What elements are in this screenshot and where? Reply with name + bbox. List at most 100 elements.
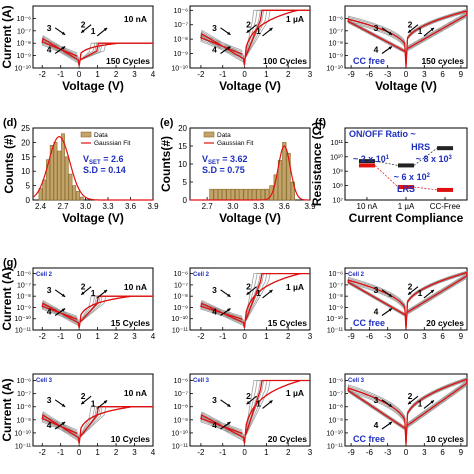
sweep-arrow-head — [61, 308, 66, 312]
y-tick-label: 10⁻⁹ — [17, 305, 31, 312]
y-tick-label: 10⁻⁸ — [17, 294, 31, 301]
histogram-panel-3: 2.4 2.7 3.0 3.3 3.6 3.9 0 5 10 15 20 25 DataGaussian… — [2, 117, 159, 225]
histogram-bar — [209, 188, 214, 201]
x-tick-label: -2 — [197, 448, 205, 457]
x-tick-label: 1 µA — [398, 202, 415, 211]
y-tick-label: 10⁻¹⁰ — [171, 315, 188, 323]
y-tick-label: 10⁹ — [332, 169, 343, 176]
x-tick-label: 3.0 — [80, 202, 92, 211]
y-tick-label: 10⁻⁷ — [17, 28, 31, 35]
y-axis-title: Current (A) — [0, 5, 14, 68]
x-tick-label: 2 — [114, 448, 119, 457]
y-tick-label: 10⁻¹⁰ — [14, 429, 31, 437]
y-tick-label: 10⁻⁸ — [174, 37, 188, 44]
y-tick-label: 10⁻⁸ — [17, 404, 31, 411]
ratio-ccfree-exp: 3 — [449, 155, 453, 161]
x-tick-label: 3 — [308, 332, 313, 341]
sweep-arrow-head — [388, 46, 392, 50]
sweep-step-2: 2 — [246, 20, 251, 30]
on-off-title: ON/OFF Ratio ~ — [349, 129, 416, 139]
y-tick-label: 10⁻⁹ — [329, 417, 343, 424]
sweep-arrow-head — [430, 289, 434, 294]
histogram-bar — [49, 144, 54, 201]
x-tick-label: 3 — [308, 70, 313, 79]
sweep-step-2: 2 — [408, 20, 413, 30]
cycles-label: 150 cycles — [421, 56, 464, 66]
y-tick-label: 10¹¹ — [331, 140, 344, 147]
y-tick-label: 10⁻⁸ — [329, 294, 343, 301]
cycles-label: 20 Cycles — [268, 434, 307, 444]
sweep-arrow-head — [388, 308, 392, 312]
x-tick-label: -1 — [57, 70, 65, 79]
legend-label-fit: Gaussian Fit — [94, 140, 131, 147]
histogram-bar — [53, 142, 58, 201]
sweep-arrow-head — [103, 289, 108, 294]
x-tick-label: 3.6 — [279, 202, 291, 211]
sweep-step-2: 2 — [246, 282, 251, 292]
hrs-mark — [398, 163, 414, 168]
x-tick-label: 3 — [422, 70, 427, 79]
x-axis-title: Voltage (V) — [219, 211, 281, 225]
sweep-arrow-head — [430, 27, 434, 32]
y-tick-label: 10⁻⁶ — [17, 16, 31, 23]
x-tick-label: 6 — [440, 448, 445, 457]
histogram-bar — [68, 173, 73, 201]
y-axis-title: Current (A) — [0, 378, 14, 441]
sweep-arrow-head — [61, 46, 66, 50]
vset-subscript: SET — [208, 160, 220, 166]
histogram-bar — [79, 196, 84, 201]
ratio-1ua-exp: 2 — [427, 173, 431, 179]
cell-label: Cell 2 — [36, 272, 53, 278]
x-tick-label: 0 — [404, 332, 409, 341]
x-axis-title: Voltage (V) — [62, 211, 124, 225]
x-tick-label: -9 — [348, 448, 356, 457]
sd-annotation: S.D = 0.14 — [83, 165, 126, 175]
histogram-bar — [213, 188, 218, 201]
x-tick-label: 3.3 — [102, 202, 114, 211]
compliance-label: CC free — [353, 318, 385, 328]
iv-panel-9: -2 -1 0 1 2 3 410⁻⁶10⁻⁷10⁻⁸10⁻⁹10⁻¹⁰10⁻¹¹Cell … — [0, 373, 156, 457]
sweep-step-1: 1 — [418, 288, 423, 298]
gaussian-fit-line — [32, 135, 153, 201]
hrs-mark — [437, 146, 454, 151]
y-tick-label: 10⁻⁷ — [174, 391, 188, 398]
sweep-arrow-head — [61, 403, 66, 407]
y-tick-label: 10⁻⁹ — [329, 305, 343, 312]
y-tick-label: 10⁻¹⁰ — [326, 429, 343, 437]
sweep-arrow-head — [103, 27, 108, 32]
iv-representative-curve — [200, 9, 310, 66]
x-tick-label: 0 — [77, 332, 82, 341]
y-tick-label: 10⁻⁸ — [174, 404, 188, 411]
sweep-arrow-head — [61, 31, 66, 35]
iv-cycle-curve — [347, 377, 467, 445]
compliance-label: 10 nA — [124, 14, 147, 24]
iv-representative-curve — [200, 379, 310, 444]
histogram-bar — [222, 188, 227, 201]
y-tick-label: 5 — [26, 182, 31, 191]
x-tick-label: 2.7 — [57, 202, 69, 211]
x-tick-label: 0 — [404, 70, 409, 79]
x-tick-label: 1 — [264, 332, 269, 341]
sweep-step-2: 2 — [408, 282, 413, 292]
x-tick-label: -2 — [39, 448, 47, 457]
cell-label: Cell 2 — [193, 272, 210, 278]
x-tick-label: -1 — [219, 448, 227, 457]
sweep-step-4: 4 — [47, 307, 52, 317]
cell-label: Cell 3 — [348, 378, 365, 384]
iv-curves — [347, 8, 467, 67]
sweep-arrow-head — [227, 46, 231, 50]
y-tick-label: 10⁻¹⁰ — [326, 315, 343, 323]
histogram-bar — [46, 159, 50, 201]
x-tick-label: 1 — [95, 448, 100, 457]
x-tick-label: -9 — [348, 70, 356, 79]
sweep-step-3: 3 — [47, 395, 52, 405]
histogram-bar — [57, 150, 62, 201]
x-tick-label: 4 — [151, 448, 156, 457]
x-tick-label: -6 — [366, 70, 374, 79]
sweep-arrow-head — [408, 29, 412, 33]
sweep-arrow-head — [246, 291, 250, 295]
cycles-label: 10 cycles — [426, 434, 464, 444]
x-tick-label: -3 — [384, 448, 392, 457]
panel-letter: (g) — [3, 257, 17, 269]
